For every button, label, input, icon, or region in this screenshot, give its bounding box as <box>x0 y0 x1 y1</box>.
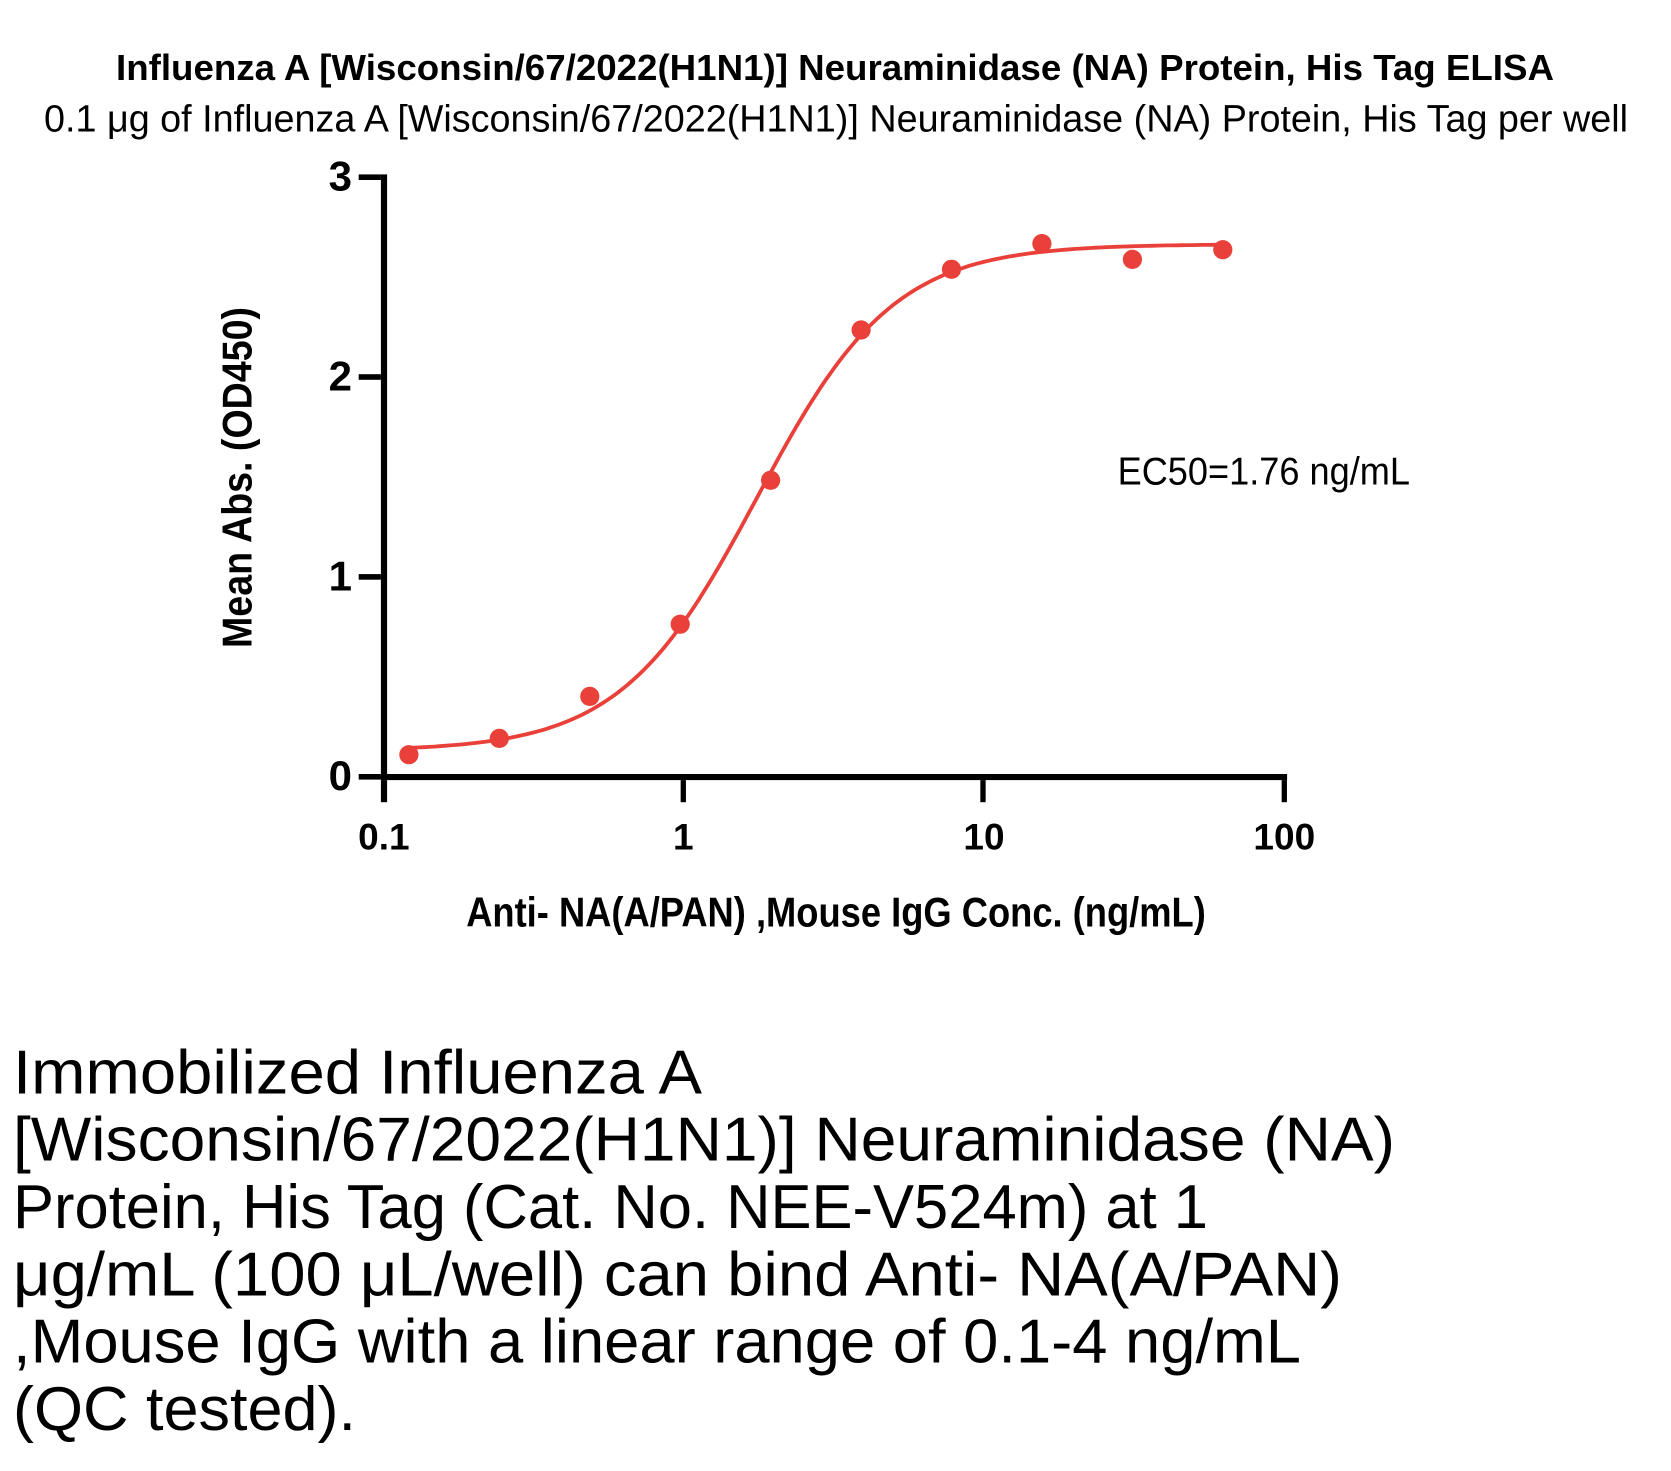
svg-text:0: 0 <box>329 752 352 799</box>
svg-text:[Wisconsin/67/2022(H1N1)] Neur: [Wisconsin/67/2022(H1N1)] Neuraminidase … <box>13 1106 1395 1175</box>
svg-text:100: 100 <box>1253 817 1315 858</box>
svg-text:0.1 μg of Influenza A [Wiscons: 0.1 μg of Influenza A [Wisconsin/67/2022… <box>44 99 1628 141</box>
svg-text:3: 3 <box>329 153 352 200</box>
svg-text:EC50=1.76 ng/mL: EC50=1.76 ng/mL <box>1118 450 1410 493</box>
svg-text:10: 10 <box>963 817 1004 858</box>
svg-text:(QC tested).: (QC tested). <box>13 1375 356 1444</box>
svg-text:Anti- NA(A/PAN) ,Mouse IgG Con: Anti- NA(A/PAN) ,Mouse IgG Conc. (ng/mL) <box>466 889 1206 936</box>
svg-text:1: 1 <box>329 552 352 599</box>
svg-text:Immobilized Influenza A: Immobilized Influenza A <box>13 1038 703 1107</box>
svg-text:Protein, His Tag (Cat. No. NEE: Protein, His Tag (Cat. No. NEE-V524m) at… <box>13 1173 1208 1242</box>
svg-text:Mean Abs. (OD450): Mean Abs. (OD450) <box>214 307 261 648</box>
svg-text:,Mouse IgG with a linear range: ,Mouse IgG with a linear range of 0.1-4 … <box>13 1308 1301 1377</box>
svg-text:μg/mL (100 μL/well) can bind: μg/mL (100 μL/well) can bind Anti- NA(A/… <box>13 1240 1342 1309</box>
svg-text:2: 2 <box>329 352 352 399</box>
svg-text:0.1: 0.1 <box>358 817 409 858</box>
svg-text:1: 1 <box>673 817 694 858</box>
svg-text:Influenza A [Wisconsin/67/2022: Influenza A [Wisconsin/67/2022(H1N1)] Ne… <box>116 47 1554 88</box>
